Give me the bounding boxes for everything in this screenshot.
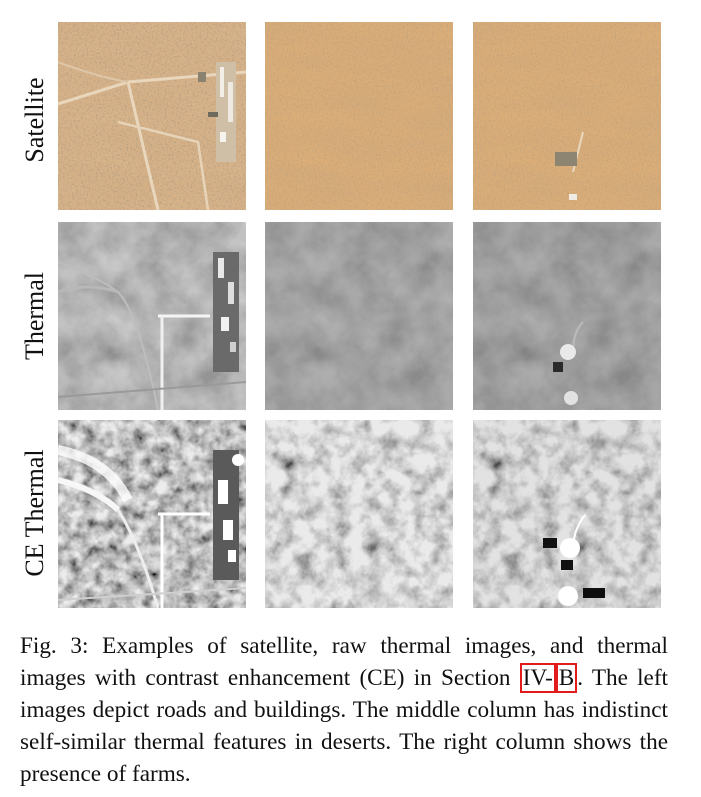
section-reference-link-part1[interactable]: IV- <box>519 663 556 693</box>
figure-caption: Fig. 3: Examples of satellite, raw therm… <box>20 630 668 790</box>
ce-thermal-image-desert <box>265 420 453 608</box>
caption-text-suffix: . The left images depict roads and build… <box>20 665 669 787</box>
satellite-image-farms <box>473 22 661 210</box>
ce-thermal-image-roads-buildings <box>58 420 246 608</box>
row-label-ce-thermal: CE Thermal <box>20 449 49 577</box>
thermal-image-desert <box>265 222 453 410</box>
row-label-thermal: Thermal <box>20 271 49 361</box>
caption-text-prefix: Fig. 3: Examples of satellite, raw therm… <box>20 633 668 691</box>
thermal-image-farms <box>473 222 661 410</box>
satellite-image-roads-buildings <box>58 22 246 210</box>
ce-thermal-image-farms <box>473 420 661 608</box>
thermal-image-roads-buildings <box>58 222 246 410</box>
row-label-satellite: Satellite <box>20 77 49 163</box>
satellite-image-desert <box>265 22 453 210</box>
section-reference-link-part2[interactable]: B <box>555 663 578 693</box>
